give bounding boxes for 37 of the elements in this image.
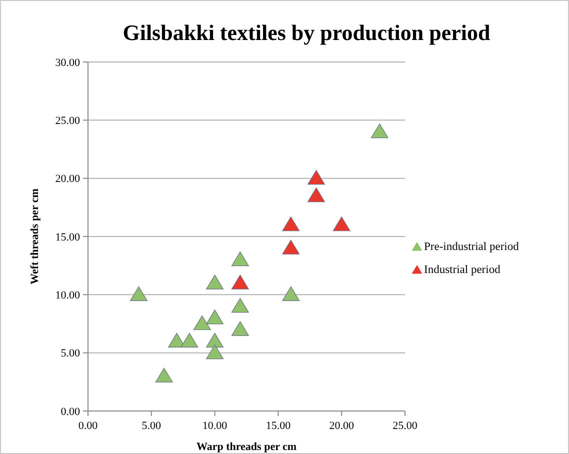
legend-label: Industrial period xyxy=(424,264,501,276)
point xyxy=(193,315,211,330)
y-tick-label: 10.00 xyxy=(55,290,80,302)
point xyxy=(370,124,388,138)
x-tick-label: 25.00 xyxy=(392,420,418,432)
point xyxy=(231,298,249,313)
y-tick-label: 20.00 xyxy=(55,173,80,186)
point xyxy=(180,332,198,348)
point xyxy=(206,310,224,324)
x-tick-label: 0.00 xyxy=(78,420,98,432)
point xyxy=(308,187,325,202)
point xyxy=(332,216,350,232)
y-tick-label: 0.00 xyxy=(60,406,80,418)
point xyxy=(308,170,325,185)
legend-label: Pre-industrial period xyxy=(424,241,520,254)
point xyxy=(282,286,300,301)
y-tick-label: 30.00 xyxy=(55,56,80,69)
point xyxy=(231,251,249,266)
point xyxy=(206,332,224,348)
chart-title: Gilsbakki textiles by production period xyxy=(122,20,490,45)
x-axis-title: Warp threads per cm xyxy=(196,441,297,453)
point xyxy=(282,216,300,232)
y-axis-title: Weft threads per cm xyxy=(29,188,41,284)
point xyxy=(130,286,148,301)
x-tick-label: 15.00 xyxy=(266,420,292,432)
y-tick-label: 25.00 xyxy=(55,115,80,128)
x-tick-label: 10.00 xyxy=(202,420,228,432)
x-tick-label: 5.00 xyxy=(142,420,162,432)
point xyxy=(206,274,224,290)
point xyxy=(231,274,249,290)
y-tick-label: 5.00 xyxy=(60,348,80,360)
y-tick-label: 15.00 xyxy=(55,231,80,244)
point xyxy=(206,344,224,360)
point xyxy=(231,321,249,336)
x-tick-label: 20.00 xyxy=(329,420,354,432)
point xyxy=(282,240,300,254)
point xyxy=(155,368,173,382)
